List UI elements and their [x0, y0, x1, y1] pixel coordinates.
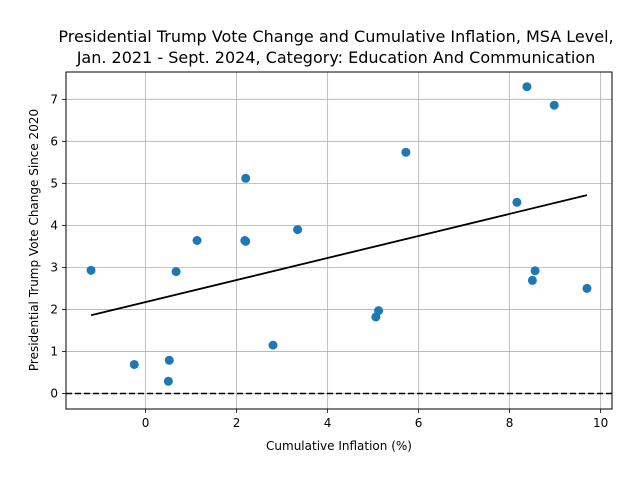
- data-point: [401, 147, 411, 157]
- data-point: [241, 173, 251, 183]
- y-tick-label: 6: [50, 134, 58, 148]
- data-point: [164, 355, 174, 365]
- data-point: [522, 82, 532, 92]
- y-tick-label: 1: [50, 344, 58, 358]
- data-point: [374, 306, 384, 316]
- y-tick-label: 2: [50, 302, 58, 316]
- data-point: [86, 265, 96, 275]
- y-axis-label: Presidential Trump Vote Change Since 202…: [27, 109, 41, 371]
- y-tick-label: 4: [50, 218, 58, 232]
- data-point: [530, 266, 540, 276]
- grid: [66, 72, 612, 409]
- y-tick-label: 0: [50, 386, 58, 400]
- x-tick-label: 2: [233, 416, 241, 430]
- data-point: [293, 225, 303, 235]
- x-tick-label: 4: [324, 416, 332, 430]
- data-point: [582, 283, 592, 293]
- y-tick-label: 7: [50, 92, 58, 106]
- y-tick-label: 3: [50, 260, 58, 274]
- data-point: [163, 376, 173, 386]
- data-point: [241, 236, 251, 246]
- data-point: [171, 267, 181, 277]
- x-tick-label: 8: [506, 416, 514, 430]
- data-point: [512, 197, 522, 207]
- y-tick-label: 5: [50, 176, 58, 190]
- x-tick-label: 6: [415, 416, 423, 430]
- data-point: [268, 340, 278, 350]
- x-axis-ticks: 0 2 4 6 8 10: [142, 409, 608, 430]
- plot-frame: [65, 71, 613, 410]
- data-point: [527, 275, 537, 285]
- data-point: [192, 236, 202, 245]
- data-points: [86, 82, 592, 386]
- x-tick-label: 0: [142, 416, 150, 430]
- data-point: [129, 359, 139, 369]
- x-axis-label: Cumulative Inflation (%): [266, 439, 412, 453]
- trend-line: [90, 194, 588, 317]
- y-axis-ticks: 0 1 2 3 4 5 6 7: [50, 92, 66, 400]
- data-point: [549, 100, 559, 110]
- trendline-layer: [90, 194, 588, 317]
- chart-title-line-2: Jan. 2021 - Sept. 2024, Category: Educat…: [76, 48, 596, 67]
- chart-title-line-1: Presidential Trump Vote Change and Cumul…: [58, 27, 613, 46]
- x-tick-label: 10: [593, 416, 608, 430]
